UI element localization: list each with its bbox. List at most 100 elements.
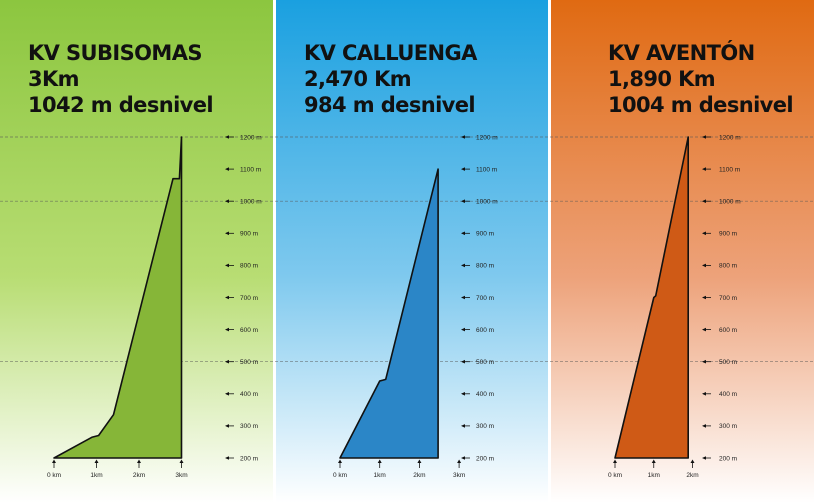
y-tick-label: 900 m — [476, 231, 494, 238]
y-tick-arrowhead — [461, 263, 465, 268]
x-tick: 3km — [175, 459, 188, 479]
y-tick: 600 m — [225, 327, 258, 334]
x-tick-arrowhead — [137, 459, 141, 463]
x-tick-arrowhead — [690, 459, 695, 463]
y-tick: 200 m — [702, 455, 737, 462]
y-tick-label: 300 m — [719, 423, 737, 430]
y-tick: 1000 m — [461, 199, 498, 206]
y-tick: 1100 m — [461, 166, 497, 173]
x-tick-arrowhead — [94, 459, 99, 463]
y-tick-arrowhead — [702, 359, 706, 364]
y-tick: 900 m — [702, 231, 737, 238]
title-calluenga: KV CALLUENGA 2,470 Km 984 m desnivel — [304, 41, 479, 117]
x-tick-label: 0 km — [47, 472, 61, 479]
y-tick: 600 m — [461, 327, 494, 334]
x-tick-arrowhead — [613, 459, 617, 463]
x-tick-arrowhead — [338, 459, 342, 463]
y-tick-label: 900 m — [240, 231, 258, 238]
x-tick-arrowhead — [651, 459, 656, 463]
elevation-area-calluenga — [339, 168, 439, 459]
y-tick-label: 400 m — [476, 391, 494, 398]
x-tick-label: 2km — [686, 472, 698, 479]
y-tick: 300 m — [461, 423, 494, 430]
y-tick-label: 300 m — [476, 423, 494, 430]
title-line: 1004 m desnivel — [608, 93, 793, 117]
y-tick-arrowhead — [461, 327, 465, 332]
elevation-area-subisomas — [53, 136, 183, 459]
y-tick: 1200 m — [461, 134, 498, 141]
y-tick-arrowhead — [461, 135, 465, 139]
y-tick-label: 700 m — [719, 295, 737, 302]
x-tick: 2km — [133, 459, 145, 479]
x-tick-label: 0 km — [608, 472, 622, 479]
title-line: 2,470 Km — [304, 67, 411, 91]
y-tick: 900 m — [461, 231, 494, 238]
x-tick-arrowhead — [377, 459, 382, 463]
chart-subisomas: 0 km 1km 2km 3km 200 m 300 m 400 m 500 m 600 m 70… — [47, 134, 262, 479]
y-tick: 300 m — [225, 423, 258, 430]
x-tick: 3km — [453, 459, 465, 479]
y-tick-arrowhead — [461, 456, 465, 460]
y-tick: 400 m — [225, 391, 258, 398]
y-tick-arrowhead — [702, 295, 706, 300]
y-tick-arrowhead — [702, 199, 706, 203]
y-tick-label: 300 m — [240, 423, 258, 430]
x-tick: 1km — [648, 459, 660, 479]
title-aventon: KV AVENTÓN 1,890 Km 1004 m desnivel — [608, 40, 794, 117]
x-tick: 0 km — [333, 459, 347, 479]
x-tick-arrowhead — [417, 459, 422, 463]
y-tick: 500 m — [461, 359, 494, 366]
y-tick-arrowhead — [461, 167, 465, 171]
title-line: 3Km — [28, 67, 79, 91]
y-tick-label: 200 m — [719, 455, 737, 462]
y-tick-arrowhead — [225, 456, 229, 460]
y-tick-arrowhead — [702, 167, 706, 171]
y-tick-label: 1200 m — [719, 134, 741, 141]
title-line: 1042 m desnivel — [28, 93, 213, 117]
y-tick-label: 700 m — [476, 295, 494, 302]
title-subisomas: KV SUBISOMAS 3Km 1042 m desnivel — [28, 41, 214, 117]
x-tick-label: 2km — [133, 472, 145, 479]
y-tick-arrowhead — [702, 135, 706, 139]
y-tick-arrowhead — [225, 424, 229, 428]
y-tick: 800 m — [225, 263, 258, 270]
x-tick: 0 km — [47, 459, 61, 479]
y-tick-arrowhead — [225, 359, 229, 364]
x-tick: 2km — [413, 459, 426, 479]
y-tick-arrowhead — [461, 295, 465, 300]
y-tick-label: 1100 m — [719, 166, 740, 173]
x-tick: 1km — [90, 459, 103, 479]
x-tick-arrowhead — [457, 459, 462, 463]
y-tick-label: 1000 m — [476, 199, 498, 206]
elevation-area-aventon — [614, 136, 689, 459]
y-tick-arrowhead — [461, 359, 465, 364]
y-tick-label: 600 m — [719, 327, 737, 334]
y-tick-label: 900 m — [719, 231, 737, 238]
y-tick: 600 m — [702, 327, 737, 334]
y-tick-label: 400 m — [719, 391, 737, 398]
y-tick-arrowhead — [225, 135, 229, 139]
y-tick-arrowhead — [461, 231, 465, 236]
y-tick-arrowhead — [225, 167, 229, 171]
x-tick-label: 2km — [413, 472, 425, 479]
y-tick: 1200 m — [702, 134, 741, 141]
y-tick: 1100 m — [702, 166, 740, 173]
title-line: KV AVENTÓN — [608, 40, 755, 65]
y-tick: 1000 m — [702, 199, 741, 206]
y-tick-arrowhead — [461, 424, 465, 428]
y-tick-label: 1200 m — [240, 134, 262, 141]
y-tick-label: 400 m — [240, 391, 258, 398]
y-tick: 300 m — [702, 423, 737, 430]
y-tick: 200 m — [461, 455, 494, 462]
y-tick-label: 700 m — [240, 295, 258, 302]
y-tick-arrowhead — [461, 199, 465, 203]
title-line: 984 m desnivel — [304, 93, 475, 117]
y-tick-arrowhead — [225, 199, 229, 203]
y-tick: 1000 m — [225, 199, 262, 206]
y-tick-arrowhead — [702, 231, 706, 236]
y-tick-label: 200 m — [476, 455, 494, 462]
y-tick-label: 600 m — [476, 327, 494, 334]
y-tick-label: 200 m — [240, 455, 258, 462]
y-tick-arrowhead — [225, 392, 229, 396]
